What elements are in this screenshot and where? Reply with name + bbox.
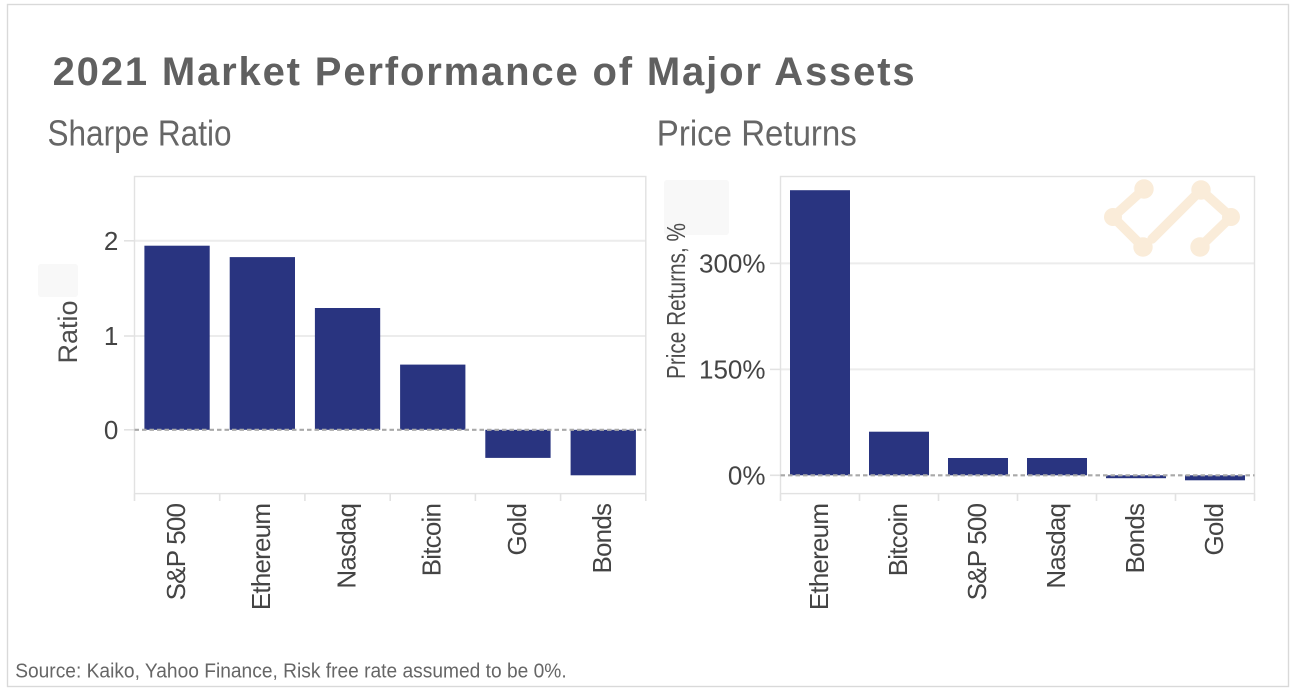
svg-text:1: 1 [104, 321, 118, 351]
svg-text:0: 0 [104, 415, 118, 445]
svg-text:300%: 300% [699, 248, 766, 278]
svg-text:2: 2 [104, 226, 118, 256]
svg-text:S&P 500: S&P 500 [161, 503, 191, 600]
svg-text:Bitcoin: Bitcoin [883, 504, 913, 576]
svg-text:150%: 150% [699, 354, 766, 384]
svg-text:Source: Kaiko, Yahoo Finance,: Source: Kaiko, Yahoo Finance, Risk free … [15, 661, 567, 683]
svg-text:Gold: Gold [1199, 504, 1229, 556]
svg-text:Nasdaq: Nasdaq [331, 504, 361, 589]
svg-text:Bitcoin: Bitcoin [417, 504, 447, 576]
svg-text:Bonds: Bonds [1120, 503, 1150, 574]
svg-text:Ethereum: Ethereum [804, 504, 834, 610]
svg-text:0%: 0% [728, 460, 766, 490]
svg-text:2021 Market Performance of Maj: 2021 Market Performance of Major Assets [53, 50, 915, 94]
svg-text:Price Returns, %: Price Returns, % [661, 223, 691, 379]
svg-text:Ratio: Ratio [53, 300, 83, 363]
svg-text:Ethereum: Ethereum [246, 504, 276, 610]
svg-text:S&P 500: S&P 500 [962, 503, 992, 600]
svg-text:Sharpe Ratio: Sharpe Ratio [48, 113, 232, 154]
svg-text:Nasdaq: Nasdaq [1041, 504, 1071, 589]
svg-text:Price Returns: Price Returns [657, 113, 857, 154]
svg-text:Bonds: Bonds [587, 503, 617, 574]
svg-text:Gold: Gold [502, 504, 532, 556]
